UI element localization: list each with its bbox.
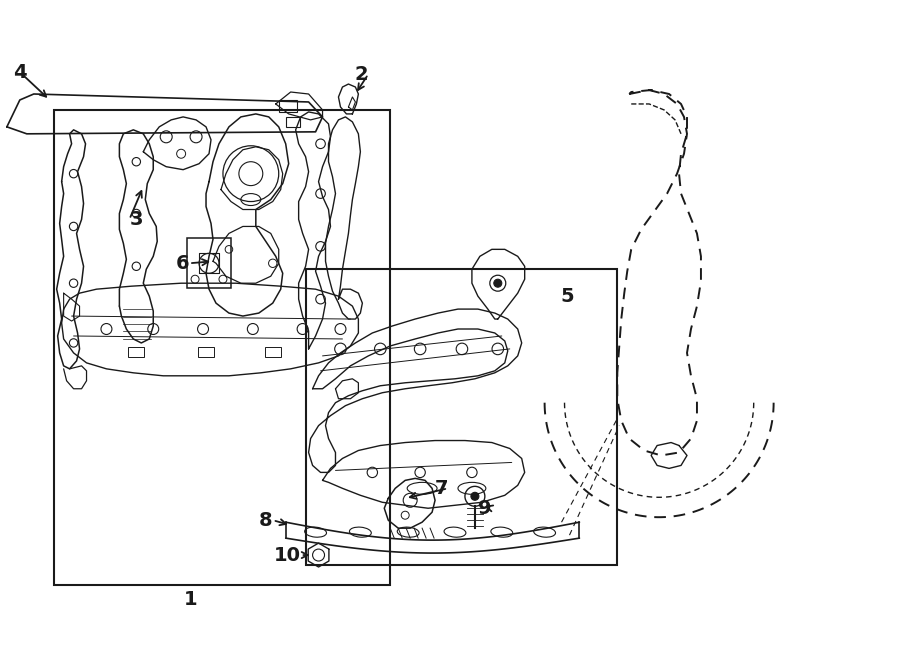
Text: 3: 3 [130, 210, 143, 229]
Text: 5: 5 [561, 287, 574, 305]
Text: 1: 1 [184, 590, 198, 609]
Bar [306, 269, 617, 565]
Text: 9: 9 [478, 499, 491, 518]
Bar [285, 117, 300, 127]
Text: 4: 4 [13, 63, 27, 81]
Text: 6: 6 [176, 254, 189, 273]
Text: 10: 10 [274, 545, 301, 564]
Bar [129, 347, 144, 357]
Circle shape [471, 492, 479, 500]
Text: 7: 7 [435, 479, 448, 498]
Text: 2: 2 [355, 65, 368, 83]
Text: 8: 8 [259, 511, 273, 529]
Bar [265, 347, 281, 357]
Bar [279, 100, 297, 112]
Bar [198, 347, 214, 357]
Bar [54, 110, 391, 585]
Bar [187, 239, 231, 288]
Circle shape [494, 279, 502, 287]
